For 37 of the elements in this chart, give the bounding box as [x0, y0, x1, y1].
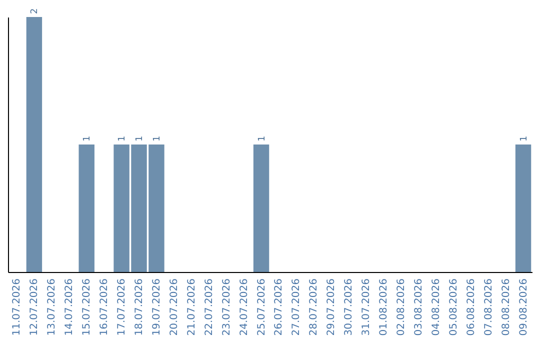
data-label: 2	[30, 8, 40, 14]
x-tick-label: 16.07.2026	[99, 278, 110, 336]
x-tick-label: 12.07.2026	[29, 278, 40, 336]
x-tick-label: 02.08.2026	[396, 278, 407, 336]
x-tick-label: 05.08.2026	[448, 278, 460, 336]
x-tick-label: 07.08.2026	[483, 278, 494, 336]
x-tick-label: 08.08.2026	[500, 278, 512, 336]
x-tick-label: 31.07.2026	[361, 278, 372, 336]
data-label: 1	[519, 136, 530, 142]
x-tick-label: 04.08.2026	[430, 278, 442, 336]
x-tick-label: 11.07.2026	[12, 278, 23, 336]
x-tick-label: 14.07.2026	[64, 278, 76, 336]
x-tick-label: 20.07.2026	[168, 278, 180, 336]
x-tick-label: 09.08.2026	[518, 278, 530, 336]
x-tick-label: 30.07.2026	[344, 278, 355, 336]
x-tick-label: 25.07.2026	[256, 278, 268, 336]
x-tick-label: 13.07.2026	[46, 278, 58, 336]
data-label: 1	[152, 136, 162, 142]
x-tick-label: 28.07.2026	[308, 278, 320, 336]
x-tick-label: 06.08.2026	[466, 278, 477, 336]
data-label: 1	[257, 136, 268, 142]
x-tick-label: 01.08.2026	[378, 278, 390, 336]
x-tick-label: 24.07.2026	[238, 278, 250, 336]
x-tick-label: 15.07.2026	[82, 278, 93, 336]
x-tick-label: 03.08.2026	[413, 278, 424, 336]
x-tick-label: 29.07.2026	[326, 278, 338, 336]
data-label: 1	[135, 136, 145, 142]
x-tick-label: 26.07.2026	[274, 278, 285, 336]
x-tick-label: 18.07.2026	[134, 278, 145, 336]
data-label: 1	[82, 136, 93, 142]
x-tick-label: 21.07.2026	[186, 278, 198, 336]
x-tick-label: 23.07.2026	[221, 278, 232, 336]
x-tick-label: 27.07.2026	[291, 278, 302, 336]
x-tick-label: 22.07.2026	[204, 278, 215, 336]
data-label: 1	[118, 136, 128, 142]
x-tick-label: 17.07.2026	[116, 278, 128, 336]
x-tick-label: 19.07.2026	[151, 278, 162, 336]
